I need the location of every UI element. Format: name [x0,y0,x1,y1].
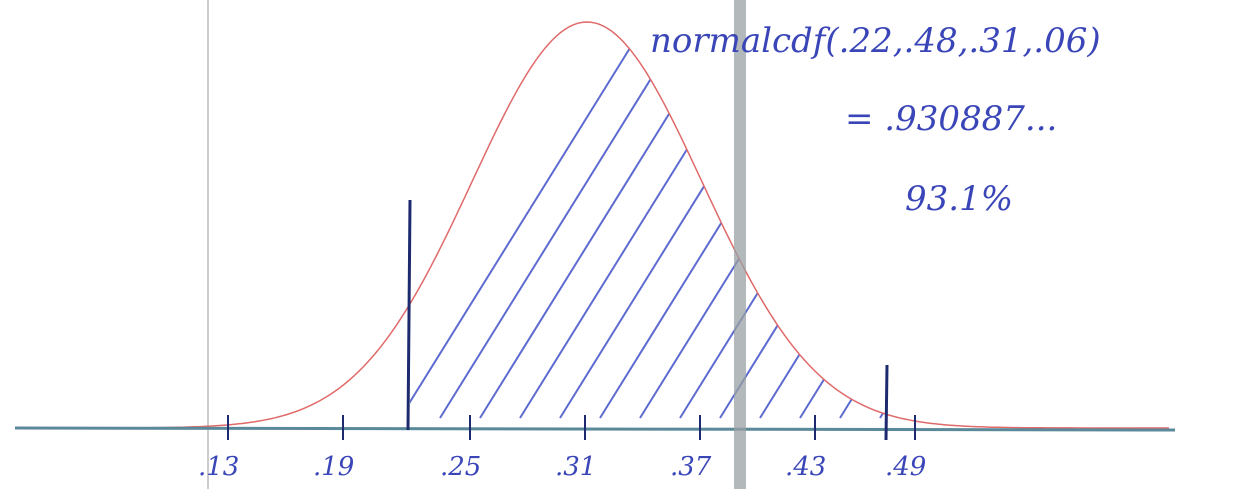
normal-curve [20,21,1169,429]
right-bound [884,364,889,441]
percent: 93.1% [905,179,1013,219]
tick-label: .19 [313,452,354,482]
axis-ticks: .13 .19 .25 .31 .37 .43 .49 [198,415,926,482]
tick-label: .37 [670,452,712,482]
scan-bar [734,0,746,489]
tick-label: .31 [555,452,596,482]
result: = .930887... [845,99,1057,139]
tick-label: .43 [785,452,826,482]
hatch-line [410,47,631,419]
x-axis [14,426,1176,432]
tick-label: .13 [198,452,239,482]
formula: normalcdf(.22,.48,.31,.06) [650,21,1101,61]
tick-label: .49 [885,452,926,482]
left-bound [406,199,412,431]
tick-label: .25 [440,452,481,482]
hatch-line [439,47,671,419]
